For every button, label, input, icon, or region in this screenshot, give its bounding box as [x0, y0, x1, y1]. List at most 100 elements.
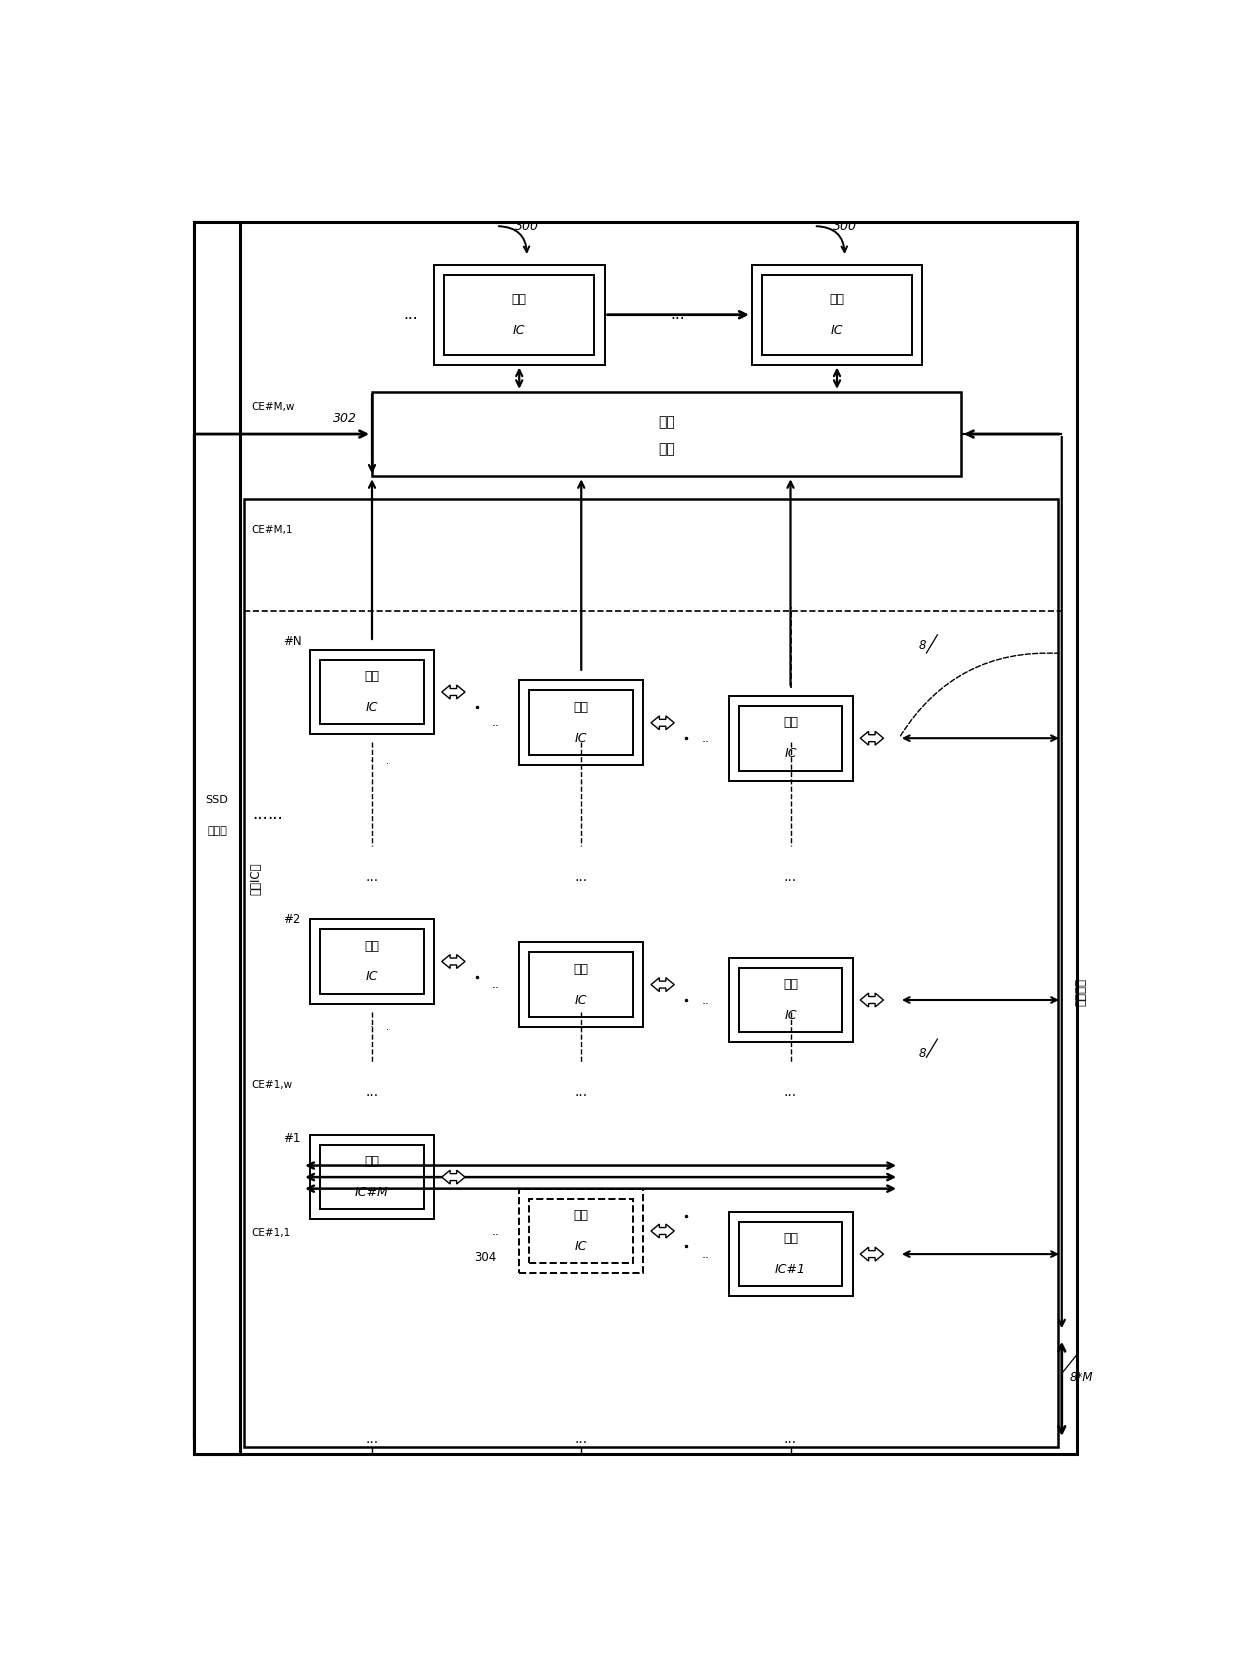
- Text: IC#M: IC#M: [355, 1185, 389, 1199]
- Bar: [320, 659, 424, 724]
- Text: ...: ...: [366, 1086, 378, 1099]
- Text: 数据总线: 数据总线: [1075, 978, 1087, 1006]
- Text: 304: 304: [474, 1252, 496, 1265]
- Text: 302: 302: [332, 412, 357, 425]
- Text: 闪存: 闪存: [574, 701, 589, 714]
- Polygon shape: [861, 993, 883, 1008]
- Text: #1: #1: [283, 1132, 300, 1145]
- Text: .: .: [370, 750, 374, 764]
- Text: #N: #N: [283, 636, 301, 649]
- Text: #2: #2: [283, 913, 300, 926]
- Polygon shape: [651, 978, 675, 991]
- Bar: [529, 691, 634, 755]
- Bar: [520, 681, 644, 765]
- Bar: [729, 1212, 853, 1296]
- Bar: [520, 1189, 644, 1273]
- Text: 8: 8: [919, 1047, 926, 1061]
- Text: 闪存: 闪存: [512, 292, 527, 305]
- Bar: [529, 953, 634, 1018]
- Bar: [320, 930, 424, 994]
- Bar: [310, 920, 434, 1004]
- Text: ..: ..: [702, 732, 709, 745]
- Text: IC#1: IC#1: [775, 1263, 806, 1277]
- FancyBboxPatch shape: [259, 614, 1043, 862]
- Text: ...: ...: [268, 805, 283, 823]
- Bar: [320, 1145, 424, 1210]
- Text: IC: IC: [831, 324, 843, 337]
- Text: 闪存IC组: 闪存IC组: [249, 862, 262, 895]
- Bar: [310, 1135, 434, 1220]
- Text: ...: ...: [784, 870, 797, 883]
- Text: CE#M,w: CE#M,w: [252, 402, 295, 412]
- Text: ...: ...: [574, 1086, 588, 1099]
- Bar: [739, 1222, 842, 1286]
- Text: IC: IC: [784, 747, 797, 760]
- Text: IC: IC: [366, 701, 378, 714]
- Text: 闪存: 闪存: [782, 978, 799, 991]
- Bar: [244, 500, 1058, 1446]
- Text: ..: ..: [702, 1248, 709, 1260]
- Text: ...: ...: [574, 1433, 588, 1446]
- Text: ..: ..: [702, 993, 709, 1006]
- Text: CE#1,1: CE#1,1: [252, 1227, 291, 1238]
- Text: 闪存: 闪存: [574, 1208, 589, 1222]
- Text: ...: ...: [252, 805, 268, 823]
- Text: ...: ...: [366, 870, 378, 883]
- Polygon shape: [441, 686, 465, 699]
- Bar: [729, 696, 853, 780]
- Text: IC: IC: [575, 993, 588, 1006]
- Bar: [739, 968, 842, 1033]
- Text: ...: ...: [784, 1086, 797, 1099]
- Text: .: .: [370, 1016, 374, 1029]
- Text: ..: ..: [492, 1225, 500, 1237]
- Text: CE#M,1: CE#M,1: [252, 525, 294, 535]
- Bar: [729, 958, 853, 1042]
- Text: 300: 300: [515, 219, 539, 232]
- Bar: [761, 274, 913, 355]
- Bar: [310, 649, 434, 734]
- Polygon shape: [441, 1170, 465, 1184]
- Bar: [434, 264, 605, 365]
- Text: ..: ..: [492, 717, 500, 729]
- Text: 闪存: 闪存: [830, 292, 844, 305]
- Text: 8*M: 8*M: [1069, 1371, 1092, 1384]
- FancyBboxPatch shape: [259, 1107, 1043, 1370]
- Bar: [739, 706, 842, 770]
- Text: ...: ...: [671, 307, 686, 322]
- Bar: [372, 392, 961, 476]
- Text: IC: IC: [575, 1240, 588, 1253]
- Text: 闪存: 闪存: [365, 940, 379, 953]
- Bar: [529, 1199, 634, 1263]
- Bar: [193, 222, 241, 1454]
- Text: 闪存: 闪存: [782, 717, 799, 729]
- Polygon shape: [651, 715, 675, 730]
- Text: 8: 8: [919, 639, 926, 652]
- Text: IC: IC: [575, 732, 588, 745]
- Text: IC: IC: [784, 1009, 797, 1023]
- Text: ..: ..: [492, 978, 500, 991]
- Bar: [520, 943, 644, 1028]
- Text: .: .: [386, 757, 389, 767]
- Text: 总线: 总线: [658, 415, 675, 430]
- Bar: [444, 274, 594, 355]
- Text: ...: ...: [574, 870, 588, 883]
- Text: 闪存: 闪存: [574, 963, 589, 976]
- Text: 闪存: 闪存: [365, 671, 379, 684]
- Text: SSD: SSD: [206, 795, 228, 805]
- Polygon shape: [651, 1223, 675, 1238]
- Text: IC: IC: [366, 971, 378, 983]
- Text: ...: ...: [784, 1433, 797, 1446]
- Polygon shape: [441, 954, 465, 968]
- Polygon shape: [861, 1247, 883, 1262]
- Text: 闪存: 闪存: [782, 1232, 799, 1245]
- Text: ...: ...: [403, 307, 418, 322]
- Polygon shape: [861, 732, 883, 745]
- Text: CE#1,w: CE#1,w: [252, 1079, 293, 1089]
- Text: 闪存: 闪存: [365, 1155, 379, 1169]
- Text: 控制器: 控制器: [207, 825, 227, 835]
- Text: .: .: [386, 1023, 389, 1033]
- Text: ...: ...: [366, 1433, 378, 1446]
- Text: 300: 300: [833, 219, 857, 232]
- Bar: [751, 264, 923, 365]
- FancyBboxPatch shape: [259, 891, 1043, 1077]
